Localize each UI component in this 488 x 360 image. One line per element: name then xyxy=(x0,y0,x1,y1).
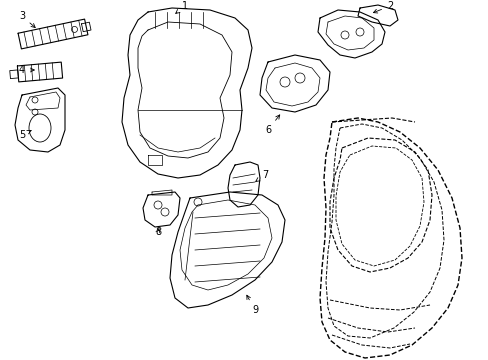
Text: 5: 5 xyxy=(19,130,31,140)
Text: 4: 4 xyxy=(19,65,34,75)
Text: 8: 8 xyxy=(155,227,161,237)
Text: 7: 7 xyxy=(255,170,267,181)
Text: 1: 1 xyxy=(175,1,188,13)
Text: 6: 6 xyxy=(264,115,279,135)
Text: 2: 2 xyxy=(373,1,392,13)
Text: 9: 9 xyxy=(246,295,258,315)
Text: 3: 3 xyxy=(19,11,35,28)
